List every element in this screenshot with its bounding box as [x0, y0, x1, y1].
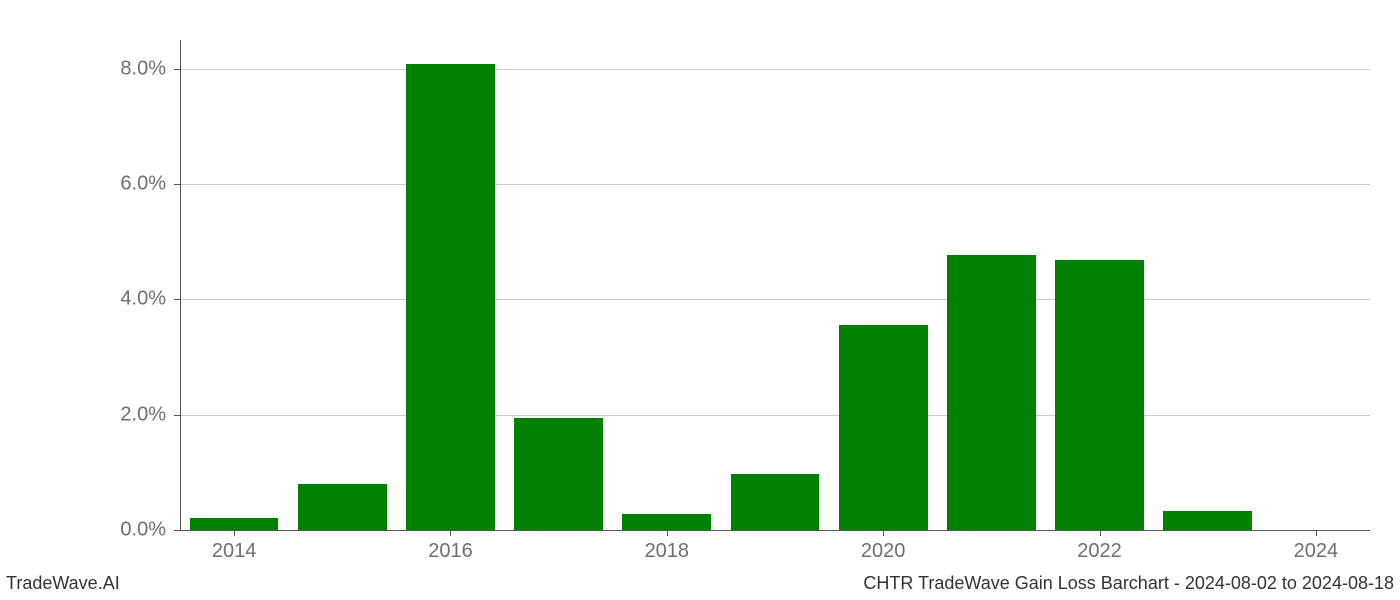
bar	[1163, 511, 1252, 530]
x-axis-spine	[180, 530, 1370, 531]
gridline	[180, 415, 1370, 416]
bar	[1055, 260, 1144, 530]
y-tick-label: 8.0%	[0, 57, 166, 80]
x-tick-label: 2020	[861, 540, 906, 563]
y-tick-label: 2.0%	[0, 403, 166, 426]
chart-container: TradeWave.AI CHTR TradeWave Gain Loss Ba…	[0, 0, 1400, 600]
gridline	[180, 69, 1370, 70]
y-tick-label: 0.0%	[0, 519, 166, 542]
bar	[190, 518, 279, 530]
y-tick-label: 4.0%	[0, 288, 166, 311]
bar	[298, 484, 387, 530]
y-tick-label: 6.0%	[0, 173, 166, 196]
footer-right-text: CHTR TradeWave Gain Loss Barchart - 2024…	[863, 573, 1394, 594]
x-tick-label: 2022	[1077, 540, 1122, 563]
bar	[622, 514, 711, 530]
bar	[406, 64, 495, 530]
bar	[514, 418, 603, 530]
x-tick-label: 2016	[428, 540, 473, 563]
plot-area	[180, 40, 1370, 530]
gridline	[180, 299, 1370, 300]
y-axis-spine	[180, 40, 181, 530]
x-tick-label: 2018	[645, 540, 690, 563]
gridline	[180, 184, 1370, 185]
x-tick-label: 2014	[212, 540, 257, 563]
footer-left-text: TradeWave.AI	[6, 573, 120, 594]
x-tick-label: 2024	[1294, 540, 1339, 563]
bar	[731, 474, 820, 530]
bar	[839, 325, 928, 530]
bar	[947, 255, 1036, 530]
